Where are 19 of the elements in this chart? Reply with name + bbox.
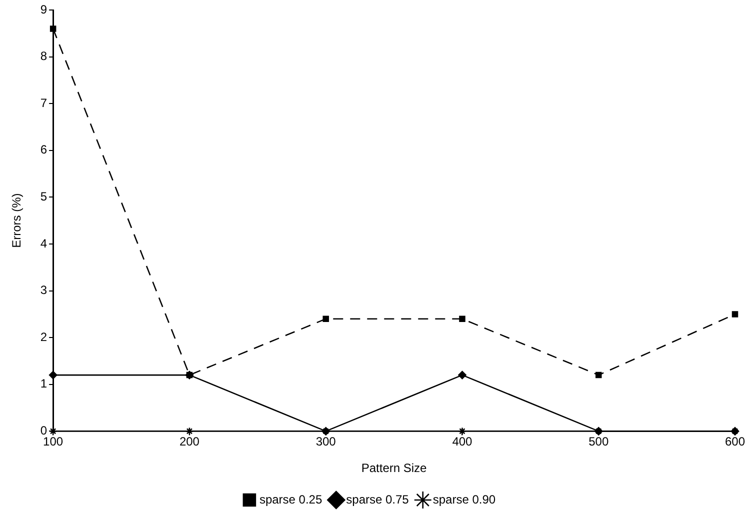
y-tick-label: 4 (40, 236, 48, 250)
x-tick-label: 300 (316, 434, 336, 449)
y-tick-label: 1 (40, 376, 48, 391)
legend-label: sparse 0.75 (346, 492, 410, 506)
x-tick-label: 600 (724, 434, 746, 449)
legend-label: sparse 0.90 (432, 492, 496, 506)
x-axis-title: Pattern Size (361, 461, 428, 476)
legend-label: sparse 0.25 (259, 492, 322, 506)
y-tick-label: 3 (40, 283, 48, 298)
y-tick-label: 9 (40, 2, 48, 16)
x-tick-label: 200 (179, 434, 200, 449)
y-tick-label: 5 (40, 190, 48, 204)
x-tick-label: 400 (452, 434, 473, 449)
x-tick-label: 500 (588, 434, 609, 449)
y-axis-title: Errors (%) (10, 193, 24, 248)
y-tick-label: 8 (40, 49, 48, 64)
y-tick-label: 7 (40, 96, 48, 110)
y-tick-label: 6 (40, 142, 48, 157)
y-tick-label: 2 (40, 330, 48, 344)
